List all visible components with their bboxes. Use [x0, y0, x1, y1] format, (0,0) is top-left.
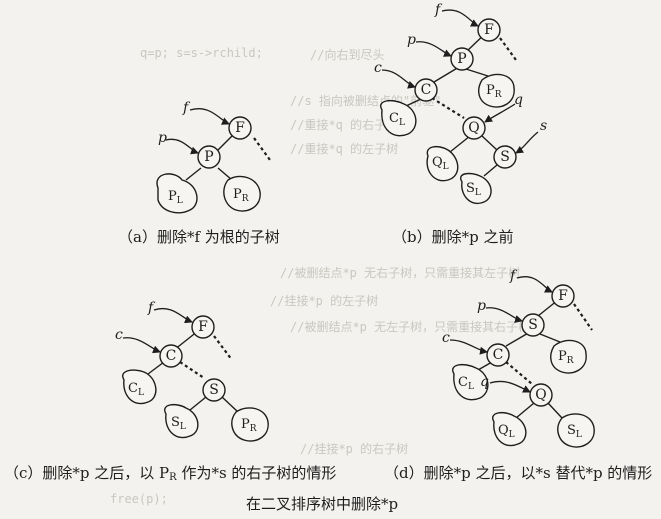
node-P: P: [204, 149, 213, 165]
background-code-comment: //重接*q 的右子树: [290, 118, 399, 132]
pointer-f: f: [147, 300, 156, 316]
node-F: F: [558, 288, 568, 304]
subtree-PR: PR: [486, 83, 502, 100]
node-C: C: [421, 82, 432, 98]
node-P: P: [457, 51, 466, 67]
pointer-p: p: [407, 32, 416, 48]
background-code-comment: //被删结点*p 无左子树，只需重接其右子树: [290, 320, 531, 334]
pointer-f: f: [182, 100, 191, 116]
pointer-s: s: [540, 118, 547, 134]
pointer-c: c: [374, 60, 382, 76]
node-Q: Q: [468, 120, 479, 136]
panel-c: F C S CL SL PR f c: [115, 300, 269, 442]
background-code-comment: //被删结点*p 无右子树，只需重接其左子树: [280, 266, 521, 280]
subtree-PL: PL: [168, 189, 183, 206]
background-code-comment: //向右到尽头: [310, 48, 385, 62]
pointer-p: p: [477, 298, 486, 314]
panel-a: F P PL PR f p: [156, 100, 271, 214]
node-F: F: [198, 319, 208, 335]
subtree-PR: PR: [241, 417, 257, 434]
panel-d: F S C Q PR CL QL SL f p c q: [442, 268, 595, 448]
subtree-PR: PR: [233, 187, 249, 204]
caption-d: （d）删除*p 之后，以*s 替代*p 的情形: [384, 464, 653, 482]
background-code-comment: //重接*q 的左子树: [290, 142, 399, 156]
pointer-c: c: [115, 327, 123, 343]
panel-b: F P C Q S PR CL QL SL f p c q s: [374, 2, 547, 205]
node-F: F: [484, 22, 494, 38]
node-F: F: [235, 120, 245, 136]
subtree-QL: QL: [498, 423, 515, 440]
subtree-PR: PR: [558, 349, 574, 366]
background-code-line: free(p);: [110, 492, 168, 506]
node-Q: Q: [535, 387, 546, 403]
pointer-f: f: [509, 268, 518, 284]
pointer-q: q: [480, 374, 489, 390]
node-S: S: [209, 382, 219, 398]
subtree-CL: CL: [128, 381, 144, 398]
background-code-comment: //挂接*p 的左子树: [270, 294, 379, 308]
subtree-SL: SL: [567, 423, 582, 440]
background-code-comment: //挂接*p 的右子树: [300, 442, 409, 456]
background-code-line: q=p; s=s->rchild;: [140, 46, 263, 60]
pointer-q: q: [514, 92, 523, 108]
subtree-SL: SL: [466, 181, 481, 198]
subtree-SL: SL: [171, 415, 186, 432]
caption-b: （b）删除*p 之前: [392, 228, 514, 246]
pointer-p: p: [158, 130, 167, 146]
node-C: C: [493, 347, 504, 363]
subtree-CL: CL: [389, 111, 405, 128]
node-C: C: [166, 348, 177, 364]
caption-c: （c）删除*p 之后，以 PR 作为*s 的右子树的情形: [4, 464, 337, 483]
subtree-QL: QL: [432, 155, 449, 172]
figure-title: 在二叉排序树中删除*p: [246, 495, 399, 513]
pointer-c: c: [442, 330, 450, 346]
node-S: S: [500, 149, 510, 165]
pointer-f: f: [434, 2, 443, 18]
subtree-CL: CL: [458, 375, 474, 392]
caption-a: （a）删除*f 为根的子树: [118, 228, 280, 246]
node-S: S: [528, 317, 538, 333]
